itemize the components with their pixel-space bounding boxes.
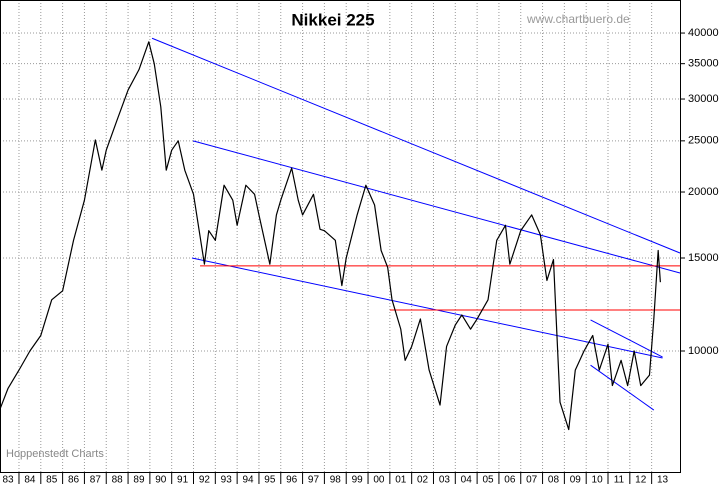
x-tick-label: 84: [24, 475, 36, 486]
x-tick-label: 90: [155, 475, 167, 486]
watermark: www.chartbuero.de: [526, 12, 630, 26]
x-tick-label: 08: [548, 475, 560, 486]
x-tick-label: 10: [592, 475, 604, 486]
price-line: [0, 41, 661, 431]
plot-frame: [0, 0, 681, 473]
x-tick-label: 12: [635, 475, 647, 486]
y-tick-label: 15000: [688, 252, 719, 264]
x-tick-label: 03: [439, 475, 451, 486]
x-tick-label: 93: [221, 475, 233, 486]
trendline: [191, 257, 663, 359]
x-tick-label: 92: [199, 475, 211, 486]
x-tick-label: 11: [614, 475, 625, 486]
y-tick-label: 25000: [688, 135, 719, 147]
y-tick-label: 30000: [688, 93, 719, 105]
x-tick-label: 98: [330, 475, 342, 486]
x-tick-label: 83: [3, 475, 15, 486]
x-tick-label: 09: [570, 475, 582, 486]
y-tick-label: 10000: [688, 345, 719, 357]
x-tick-label: 99: [352, 475, 364, 486]
x-tick-label: 85: [46, 475, 58, 486]
x-tick-label: 07: [526, 475, 538, 486]
x-tick-label: 04: [461, 475, 473, 486]
x-tick-label: 95: [264, 475, 276, 486]
x-tick-label: 91: [177, 475, 189, 486]
y-tick-label: 20000: [688, 186, 719, 198]
source-note: Hoppenstedt Charts: [6, 448, 104, 460]
trendline: [151, 37, 681, 254]
x-tick-label: 96: [286, 475, 298, 486]
x-tick-label: 88: [112, 475, 124, 486]
trendline: [192, 140, 681, 274]
x-tick-label: 00: [373, 475, 385, 486]
x-tick-label: 05: [482, 475, 494, 486]
x-tick-label: 06: [504, 475, 516, 486]
x-tick-label: 97: [308, 475, 320, 486]
x-tick-label: 86: [68, 475, 80, 486]
trendline: [590, 364, 655, 411]
x-tick-label: 02: [417, 475, 429, 486]
x-tick-label: 01: [395, 475, 407, 486]
y-tick-label: 40000: [688, 27, 719, 39]
x-tick-label: 89: [133, 475, 145, 486]
y-tick-label: 35000: [688, 58, 719, 70]
x-tick-label: 94: [242, 475, 254, 486]
x-tick-label: 87: [90, 475, 102, 486]
x-tick-label: 13: [657, 475, 669, 486]
chart-title: Nikkei 225: [291, 10, 374, 29]
trendline: [590, 319, 663, 358]
